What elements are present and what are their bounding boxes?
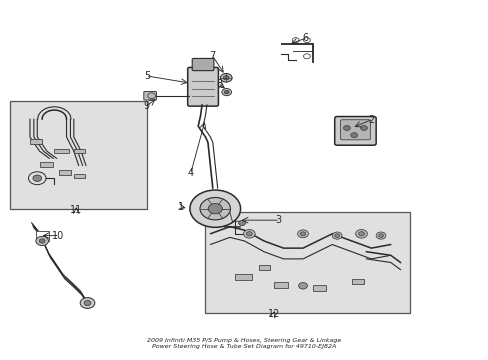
Bar [205,212,409,313]
Circle shape [220,73,232,82]
Circle shape [355,229,366,238]
Circle shape [350,133,357,138]
Text: 8: 8 [216,79,222,89]
Circle shape [297,230,308,238]
Bar [259,265,269,270]
Bar [74,149,84,153]
Circle shape [298,283,307,289]
Text: 2: 2 [367,115,374,125]
Text: 9: 9 [142,101,149,111]
Bar [74,174,84,178]
Circle shape [358,231,364,236]
Circle shape [200,198,230,220]
Circle shape [246,231,252,236]
Bar [351,279,363,284]
Circle shape [360,126,366,131]
Circle shape [375,232,385,239]
Text: 6: 6 [302,33,308,43]
Circle shape [224,90,229,94]
Circle shape [334,234,339,237]
Circle shape [300,232,305,236]
Bar [273,282,288,288]
Bar [40,162,53,167]
Circle shape [378,234,383,237]
Circle shape [331,232,341,239]
Bar [30,139,42,144]
Circle shape [222,89,231,96]
Text: 3: 3 [275,215,281,225]
Circle shape [189,190,240,227]
FancyBboxPatch shape [192,58,213,71]
Text: 7: 7 [209,51,216,61]
Text: 5: 5 [143,71,150,81]
FancyBboxPatch shape [340,120,369,140]
Circle shape [343,126,349,131]
Text: 11: 11 [70,206,82,216]
Circle shape [208,203,222,214]
Bar [36,231,49,241]
Circle shape [33,175,41,181]
Text: 2009 Infiniti M35 P/S Pump & Hoses, Steering Gear & Linkage
Power Steering Hose : 2009 Infiniti M35 P/S Pump & Hoses, Stee… [147,338,341,349]
Circle shape [39,239,45,243]
FancyBboxPatch shape [143,91,156,100]
Text: 1: 1 [178,202,184,212]
Circle shape [36,236,48,246]
Bar [234,274,251,280]
Text: 12: 12 [267,309,279,319]
Bar [59,170,71,175]
Circle shape [238,221,245,226]
Circle shape [80,298,95,309]
Text: 4: 4 [187,168,194,178]
Bar [54,149,69,153]
Bar [312,285,326,291]
FancyBboxPatch shape [334,117,375,145]
Text: 10: 10 [52,231,64,240]
Circle shape [243,229,255,238]
Circle shape [147,93,155,99]
FancyBboxPatch shape [187,67,218,106]
Circle shape [223,76,229,80]
Circle shape [84,301,91,306]
Bar [10,101,147,209]
